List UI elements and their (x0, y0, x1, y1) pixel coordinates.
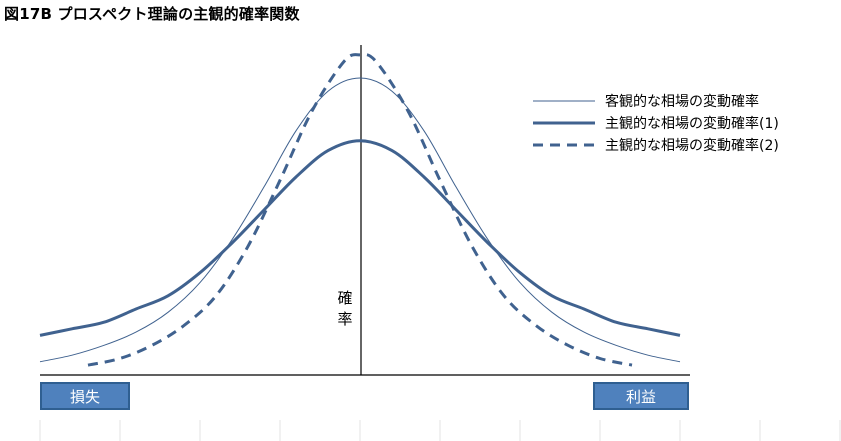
legend-swatch-dashed (533, 140, 595, 150)
legend-item-subjective-1: 主観的な相場の変動確率(1) (533, 112, 779, 134)
profit-button[interactable]: 利益 (593, 382, 689, 410)
axes (40, 45, 690, 376)
series-line-2 (39, 139, 681, 337)
y-axis-label: 確率 (337, 289, 353, 328)
legend: 客観的な相場の変動確率 主観的な相場の変動確率(1) 主観的な相場の変動確率(2… (533, 90, 779, 156)
legend-item-objective: 客観的な相場の変動確率 (533, 90, 779, 112)
legend-swatch-thin-solid (533, 96, 595, 106)
series-line-1 (39, 77, 681, 363)
loss-button[interactable]: 損失 (40, 382, 130, 410)
legend-label: 主観的な相場の変動確率(2) (605, 138, 779, 154)
legend-label: 主観的な相場の変動確率(1) (605, 116, 779, 132)
series-line-3 (87, 53, 633, 367)
spreadsheet-gridlines (39, 420, 841, 441)
legend-item-subjective-2: 主観的な相場の変動確率(2) (533, 134, 779, 156)
chart-title: 図17B プロスペクト理論の主観的確率関数 (4, 5, 300, 23)
legend-label: 客観的な相場の変動確率 (605, 94, 759, 110)
legend-swatch-thick-solid (533, 118, 595, 128)
series-layer (39, 53, 681, 367)
